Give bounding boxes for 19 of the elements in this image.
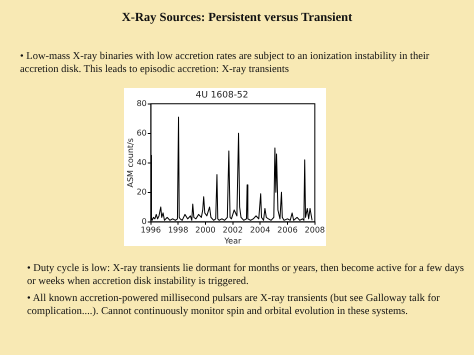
x-tick-label: 1998 (168, 226, 188, 235)
x-tick-label: 1996 (140, 226, 161, 235)
x-tick-label: 2008 (304, 226, 325, 235)
text: • Low-mass X-ray binaries with low accretion rates are subject to an ionization instability in their accretion disk. This leads to episodic accretion: X-ray transients (20, 50, 430, 76)
y-tick-label: 40 (136, 158, 147, 167)
y-tick-label: 80 (136, 98, 147, 108)
y-axis-title: ASM count/s (126, 138, 135, 188)
x-tick-label: 2002 (222, 226, 243, 235)
y-tick-label: 20 (136, 187, 147, 196)
x-tick-label: 2004 (250, 226, 270, 235)
x-tick-label: 2000 (195, 226, 216, 235)
x-tick-label: 2006 (277, 226, 298, 235)
chart-subtitle: 4U 1608-52 (196, 90, 248, 101)
x-axis-title: Year (223, 236, 242, 246)
chart-title: X-Ray Sources: Persistent versus Transient (120, 10, 354, 25)
y-tick-label: 60 (136, 128, 147, 138)
text: • Duty cycle is low: X-ray transients lie dormant for months or years, then become active for a few days or weeks when accretion disk instability is triggered. (27, 262, 465, 288)
text: • All known accretion-powered millisecond pulsars are X-ray transients (but see Galloway talk for complication....). Cannot continuously monitor spin and orbital evolution in these systems. (27, 292, 441, 318)
y-tick-label: 0 (142, 216, 147, 226)
